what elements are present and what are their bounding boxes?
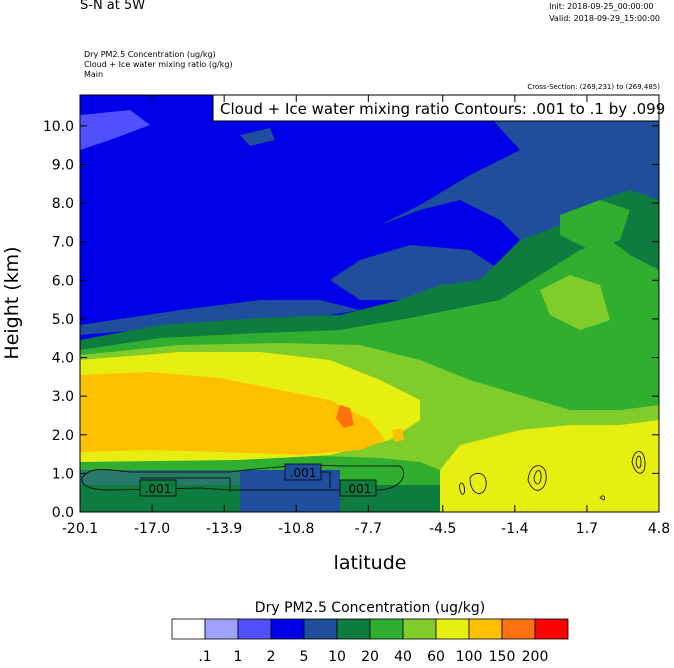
colorbar-title: Dry PM2.5 Concentration (ug/kg) [255, 600, 485, 616]
y-axis: 0.0 1.0 2.0 3.0 4.0 5.0 6.0 7.0 8.0 9.0 10.0 [43, 119, 659, 521]
y-tick-label: 6.0 [52, 273, 74, 289]
x-tick-label: 1.7 [576, 521, 598, 537]
x-tick-label: -1.4 [501, 521, 528, 537]
y-tick-label: 8.0 [52, 196, 74, 212]
cross-section-label: Cross-Section: (269,231) to (269,485) [527, 83, 660, 91]
colorbar [171, 618, 569, 640]
colorbar-label: 200 [522, 649, 549, 665]
colorbar-swatch [369, 618, 404, 640]
x-tick-label: -7.7 [355, 521, 382, 537]
contour-labels: .001 .001 .001 [139, 463, 377, 497]
y-axis-label: Height (km) [1, 246, 23, 359]
x-tick-label: -10.8 [278, 521, 314, 537]
colorbar-swatch [237, 618, 272, 640]
colorbar-label: 5 [300, 649, 309, 665]
colorbar-label: 2 [267, 649, 276, 665]
colorbar-swatch [303, 618, 338, 640]
colorbar-swatch [270, 618, 305, 640]
x-tick-label: 4.8 [648, 521, 670, 537]
colorbar-swatch [534, 618, 569, 640]
colorbar-swatch [336, 618, 371, 640]
field-line-3: Main [84, 70, 104, 79]
colorbar-label: 150 [489, 649, 516, 665]
colorbar-label: .1 [198, 649, 211, 665]
y-tick-label: 2.0 [52, 428, 74, 444]
contour-band-2 [80, 110, 150, 150]
y-tick-label: 4.0 [52, 351, 74, 367]
y-tick-label: 0.0 [52, 505, 74, 521]
time-info: Init: 2018-09-25_00:00:00 Valid: 2018-09… [549, 1, 660, 25]
field-line-1: Dry PM2.5 Concentration (ug/kg) [84, 50, 216, 59]
contour-band-150 [80, 372, 385, 455]
colorbar-label: 60 [427, 649, 445, 665]
y-tick-label: 10.0 [43, 119, 74, 135]
contour-label: .001 [345, 482, 372, 496]
colorbar-label: 1 [234, 649, 243, 665]
x-axis: -20.1 -17.0 -13.9 -10.8 -7.7 -4.5 -1.4 1.7 4.8 [62, 95, 670, 537]
x-tick-label: -4.5 [429, 521, 456, 537]
plot-title: S-N at 5W [80, 0, 146, 13]
x-tick-label: -20.1 [62, 521, 98, 537]
contour-info-box [212, 94, 660, 122]
x-tick-label: -17.0 [134, 521, 170, 537]
colorbar-swatch [468, 618, 503, 640]
filled-contours [80, 95, 659, 512]
colorbar-label: 20 [361, 649, 379, 665]
y-tick-label: 1.0 [52, 466, 74, 482]
contour-info-text: Cloud + Ice water mixing ratio Contours:… [220, 100, 665, 118]
y-tick-label: 9.0 [52, 158, 74, 174]
contour-label: .001 [145, 482, 172, 496]
field-line-2: Cloud + Ice water mixing ratio (g/kg) [84, 60, 233, 69]
y-tick-label: 5.0 [52, 312, 74, 328]
colorbar-labels: .1 1 2 5 10 20 40 60 100 150 200 [198, 649, 548, 665]
colorbar-swatch [204, 618, 239, 640]
valid-time: Valid: 2018-09-29_15:00:00 [549, 14, 660, 23]
colorbar-label: 100 [456, 649, 483, 665]
colorbar-swatch [435, 618, 470, 640]
contour-label: .001 [290, 466, 317, 480]
colorbar-label: 10 [328, 649, 346, 665]
field-info: Dry PM2.5 Concentration (ug/kg) Cloud + … [84, 50, 233, 80]
init-time: Init: 2018-09-25_00:00:00 [549, 2, 654, 11]
x-axis-label: latitude [334, 552, 407, 574]
y-tick-label: 7.0 [52, 235, 74, 251]
colorbar-swatch [171, 618, 206, 640]
colorbar-swatch [501, 618, 536, 640]
x-tick-label: -13.9 [206, 521, 242, 537]
colorbar-swatch [402, 618, 437, 640]
y-tick-label: 3.0 [52, 389, 74, 405]
contour-band-200 [336, 405, 354, 428]
colorbar-label: 40 [394, 649, 412, 665]
